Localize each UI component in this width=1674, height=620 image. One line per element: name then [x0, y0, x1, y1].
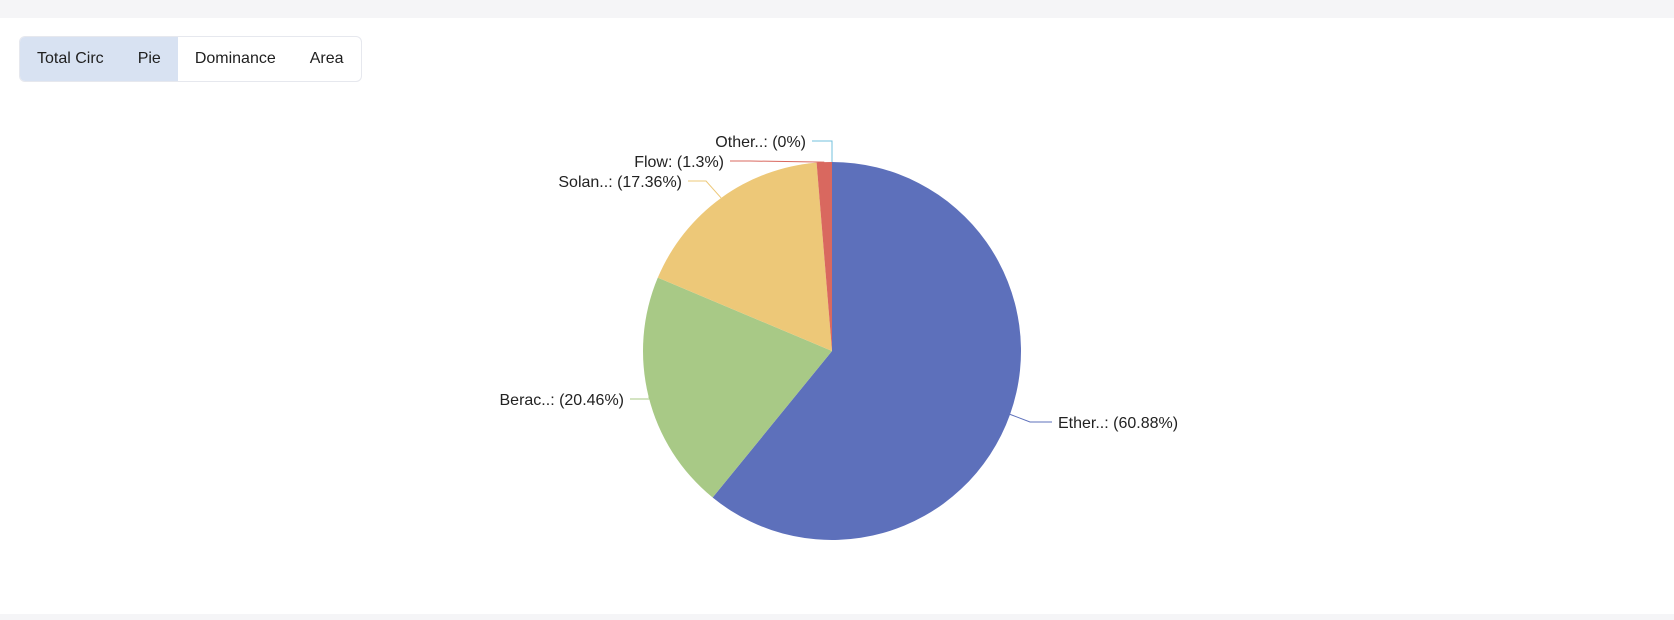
pie-slice-solan[interactable] — [657, 162, 832, 351]
pie-slice-berac[interactable] — [643, 277, 832, 498]
tab-total-circ[interactable]: Total Circ — [20, 37, 121, 81]
label-line-ether — [1009, 413, 1052, 423]
slice-label-flow: Flow: (1.3%) — [634, 154, 724, 171]
pie-slice-ether[interactable] — [712, 162, 1021, 540]
label-line-other — [812, 140, 833, 162]
tab-dominance[interactable]: Dominance — [194, 50, 276, 67]
slice-label-berac: Berac..: (20.46%) — [500, 392, 625, 409]
tab-pie[interactable]: Pie — [120, 37, 178, 81]
slice-label-ether: Ether..: (60.88%) — [1058, 415, 1178, 432]
label-line-berac — [630, 396, 651, 400]
slice-label-solan: Solan..: (17.36%) — [558, 174, 682, 191]
label-line-flow — [730, 160, 825, 163]
pie-slice-flow[interactable] — [816, 162, 832, 351]
chart-view-tabs: Total Circ Pie Dominance Area — [19, 36, 362, 82]
tab-area[interactable]: Area — [309, 50, 344, 67]
label-line-solan — [688, 180, 722, 199]
slice-label-other: Other..: (0%) — [715, 134, 806, 151]
